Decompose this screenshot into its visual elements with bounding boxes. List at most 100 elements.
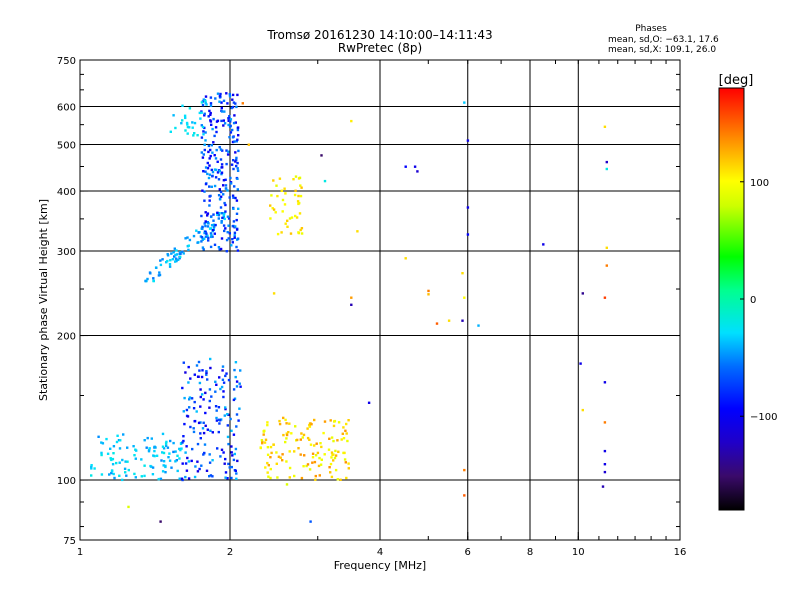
data-point xyxy=(225,372,228,375)
data-point xyxy=(222,184,225,187)
data-point xyxy=(236,126,240,129)
data-point xyxy=(350,296,353,299)
data-point xyxy=(332,424,336,428)
data-point xyxy=(226,424,229,427)
colorbar xyxy=(718,87,745,511)
data-point xyxy=(340,438,343,441)
data-point xyxy=(327,448,331,451)
data-point xyxy=(171,258,175,261)
data-point xyxy=(289,232,293,235)
data-point xyxy=(153,445,156,448)
data-point xyxy=(205,373,208,376)
data-point xyxy=(220,119,223,123)
data-point xyxy=(603,463,607,466)
data-point xyxy=(184,462,188,465)
data-point xyxy=(217,214,221,217)
data-point xyxy=(155,454,159,457)
data-point xyxy=(193,132,196,135)
data-point xyxy=(336,439,339,442)
data-point xyxy=(200,214,203,218)
data-point xyxy=(239,369,242,372)
data-point xyxy=(235,156,238,160)
data-point xyxy=(285,433,289,437)
data-point xyxy=(214,97,217,100)
data-point xyxy=(196,460,199,463)
data-point xyxy=(230,465,233,469)
data-point xyxy=(241,102,244,105)
data-point xyxy=(299,228,302,232)
data-point xyxy=(201,225,204,229)
data-point xyxy=(204,391,207,395)
data-point xyxy=(233,452,236,456)
data-point xyxy=(166,253,169,256)
data-point xyxy=(308,425,312,428)
data-point xyxy=(202,133,205,136)
data-point xyxy=(205,103,208,106)
data-point xyxy=(299,194,303,198)
data-point xyxy=(116,434,119,437)
data-point xyxy=(180,447,183,450)
data-point xyxy=(217,178,221,181)
data-point xyxy=(367,401,371,404)
data-point xyxy=(281,459,284,462)
data-point xyxy=(199,405,202,408)
data-point xyxy=(147,450,151,453)
data-point xyxy=(228,93,231,96)
data-point xyxy=(207,239,210,242)
y-tick-label: 750 xyxy=(57,56,76,67)
data-point xyxy=(176,454,179,457)
data-point xyxy=(153,454,156,458)
data-point xyxy=(179,255,182,258)
data-point xyxy=(172,450,175,454)
data-point xyxy=(294,425,297,428)
data-point xyxy=(207,236,210,240)
data-point xyxy=(201,246,205,249)
data-point xyxy=(320,154,323,157)
data-point xyxy=(204,235,208,238)
data-point xyxy=(200,151,203,154)
data-point xyxy=(236,128,240,132)
data-point xyxy=(235,477,238,480)
data-point xyxy=(262,433,265,436)
phase-stats-heading: Phases xyxy=(635,24,667,34)
data-point xyxy=(311,452,315,455)
data-point xyxy=(294,175,298,178)
data-point xyxy=(227,237,230,240)
data-point xyxy=(90,464,93,467)
data-point xyxy=(225,250,228,253)
data-point xyxy=(231,128,234,132)
data-point xyxy=(225,162,228,166)
data-point xyxy=(344,429,347,432)
data-point xyxy=(230,163,234,166)
data-point xyxy=(173,247,176,250)
data-point xyxy=(272,179,275,182)
data-point xyxy=(300,232,304,235)
data-point xyxy=(282,416,285,420)
data-point xyxy=(206,378,209,381)
data-point xyxy=(174,257,178,260)
data-point xyxy=(144,279,147,283)
data-point xyxy=(263,429,266,432)
data-point xyxy=(199,421,202,424)
data-point xyxy=(283,187,286,190)
data-point xyxy=(204,95,208,98)
data-point xyxy=(173,255,176,258)
data-point xyxy=(224,184,228,187)
data-point xyxy=(177,258,180,261)
data-point xyxy=(303,454,306,457)
data-point xyxy=(213,154,216,157)
data-point xyxy=(296,200,300,203)
data-point xyxy=(168,452,171,455)
data-point xyxy=(206,172,209,176)
data-point xyxy=(206,214,209,217)
data-point xyxy=(224,187,228,190)
data-point xyxy=(319,442,322,445)
data-point xyxy=(237,419,240,422)
x-tick-label: 8 xyxy=(527,547,533,558)
data-point xyxy=(235,199,239,202)
data-point xyxy=(322,431,325,435)
data-point xyxy=(219,92,222,96)
data-point xyxy=(234,160,237,163)
data-point xyxy=(463,494,466,497)
data-point xyxy=(158,271,161,274)
